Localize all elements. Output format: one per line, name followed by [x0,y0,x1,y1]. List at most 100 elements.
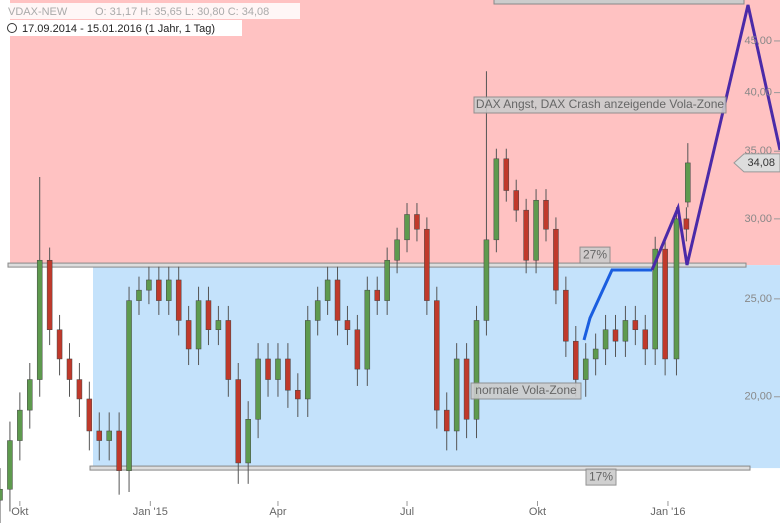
candle-body [683,218,690,230]
candle-body [582,358,589,380]
x-tick-label: Jul [400,506,414,518]
candle-body [275,358,281,380]
date-range: 17.09.2014 - 15.01.2016 (1 Jahr, 1 Tag) [22,23,215,35]
ohlc: O: 31,17 H: 35,65 L: 30,80 C: 34,08 [95,6,269,18]
zone-name-box [473,96,727,114]
candle-body [36,259,43,380]
candle-body [473,320,480,420]
y-tick-label: 40,00 [744,87,772,99]
candle-body [185,320,192,350]
y-tick-label: 20,00 [744,391,772,403]
candle-body [612,329,619,342]
candle-body [652,248,658,350]
clock-icon [7,23,17,33]
zone-line [7,262,747,268]
candle-body [573,340,579,380]
zone-label-box [585,468,617,486]
candle-body [394,239,400,261]
candle-body [205,300,212,331]
candle-body [126,300,132,471]
candle-body [215,320,222,331]
grid [19,40,780,506]
candle-body [553,228,559,291]
candle-body [483,239,490,321]
candle-body [503,158,510,191]
candles [0,71,691,523]
candle-body [642,329,649,350]
zone-name-box [470,382,582,400]
candle-body [166,279,172,301]
candle-body [374,289,380,301]
candle-body [7,440,13,490]
x-tick-label: Apr [269,506,286,518]
x-tick-label: Jan '16 [650,506,685,518]
range-bg [2,20,242,36]
candle-body [384,259,390,301]
candle-body [56,329,63,360]
candle-body [543,199,549,230]
x-tick-label: Okt [529,506,546,518]
candle-body [314,300,321,321]
candle-body [265,358,271,380]
y-tick-label: 30,00 [744,213,772,225]
candle-body [96,430,103,441]
zone-label-box [579,246,611,264]
candle-body [354,329,361,370]
candle-body [17,409,23,441]
candle-body [66,358,73,380]
candle-body [513,190,519,211]
candle-body [443,409,450,432]
candle-body [46,259,53,331]
candle-body [195,300,202,350]
candle-body [295,389,301,400]
zone-high [10,0,780,266]
candle-body [434,300,440,411]
header-bg [2,3,300,19]
candle-body [245,419,251,464]
zone-name: DAX Angst, DAX Crash anzeigende Vola-Zon… [476,97,724,111]
candle-body [235,379,242,464]
candle-body [563,289,569,342]
candle-body [136,289,142,301]
candle-body [493,158,500,241]
candle-body [592,348,599,360]
candle-body [146,279,152,291]
candle-body [424,228,430,301]
candle-body [364,289,371,370]
candle-body [463,358,470,420]
candle-body [414,214,420,230]
x-tick-label: Okt [11,506,28,518]
zones [7,0,780,471]
price-flag [733,153,780,173]
candle-body [175,279,182,321]
note-box [493,0,745,5]
projection-line [650,4,780,271]
zone-label: 17% [589,469,613,483]
zone-label: 27% [583,247,607,261]
candle-body [404,214,410,241]
candle-body [685,162,691,203]
x-tick-label: Jan '15 [133,506,168,518]
candle-body [116,430,122,471]
candle-body [334,279,341,321]
price-flag-label: 34,08 [747,157,775,169]
candle-body [673,218,680,360]
candle-body [156,279,162,301]
zone-name: normale Vola-Zone [475,383,577,397]
candle-body [304,320,311,400]
candle-body [662,248,668,360]
candle-body [523,209,529,261]
symbol: VDAX-NEW [8,6,68,18]
candle-body [622,320,629,342]
candle-body [225,320,232,380]
candle-body [632,320,639,331]
candle-body [0,488,3,501]
candle-body [76,379,83,400]
y-tick-label: 45,00 [744,35,772,47]
zone-line [89,465,751,471]
y-tick-label: 25,00 [744,293,772,305]
candle-body [27,379,33,411]
